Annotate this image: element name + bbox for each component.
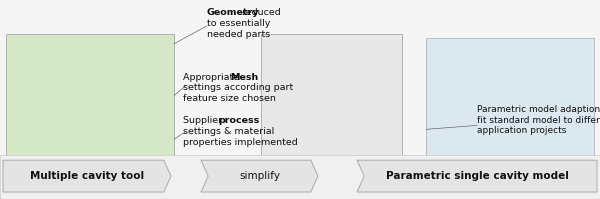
- Text: Mesh: Mesh: [230, 73, 259, 82]
- Text: Supplier: Supplier: [183, 116, 225, 125]
- Text: Parametric single cavity model: Parametric single cavity model: [386, 171, 568, 181]
- Text: reduced: reduced: [239, 8, 280, 17]
- Polygon shape: [357, 160, 597, 192]
- Text: feature size chosen: feature size chosen: [183, 94, 276, 103]
- Text: Geometry: Geometry: [207, 8, 260, 17]
- Text: process: process: [218, 116, 260, 125]
- Text: Parametric model adaption to
fit standard model to different
application project: Parametric model adaption to fit standar…: [477, 105, 600, 135]
- Bar: [261, 34, 402, 183]
- Text: properties implemented: properties implemented: [183, 138, 298, 147]
- Bar: [6, 34, 174, 179]
- Polygon shape: [201, 160, 318, 192]
- Bar: [0, 155, 600, 199]
- Polygon shape: [3, 160, 171, 192]
- Text: settings according part: settings according part: [183, 83, 293, 92]
- Bar: [426, 38, 594, 185]
- Text: settings & material: settings & material: [183, 127, 274, 136]
- Text: to essentially: to essentially: [207, 19, 271, 28]
- Text: Multiple cavity tool: Multiple cavity tool: [30, 171, 144, 181]
- Text: Appropriate: Appropriate: [183, 73, 242, 82]
- Text: needed parts: needed parts: [207, 30, 270, 39]
- Text: simplify: simplify: [239, 171, 280, 181]
